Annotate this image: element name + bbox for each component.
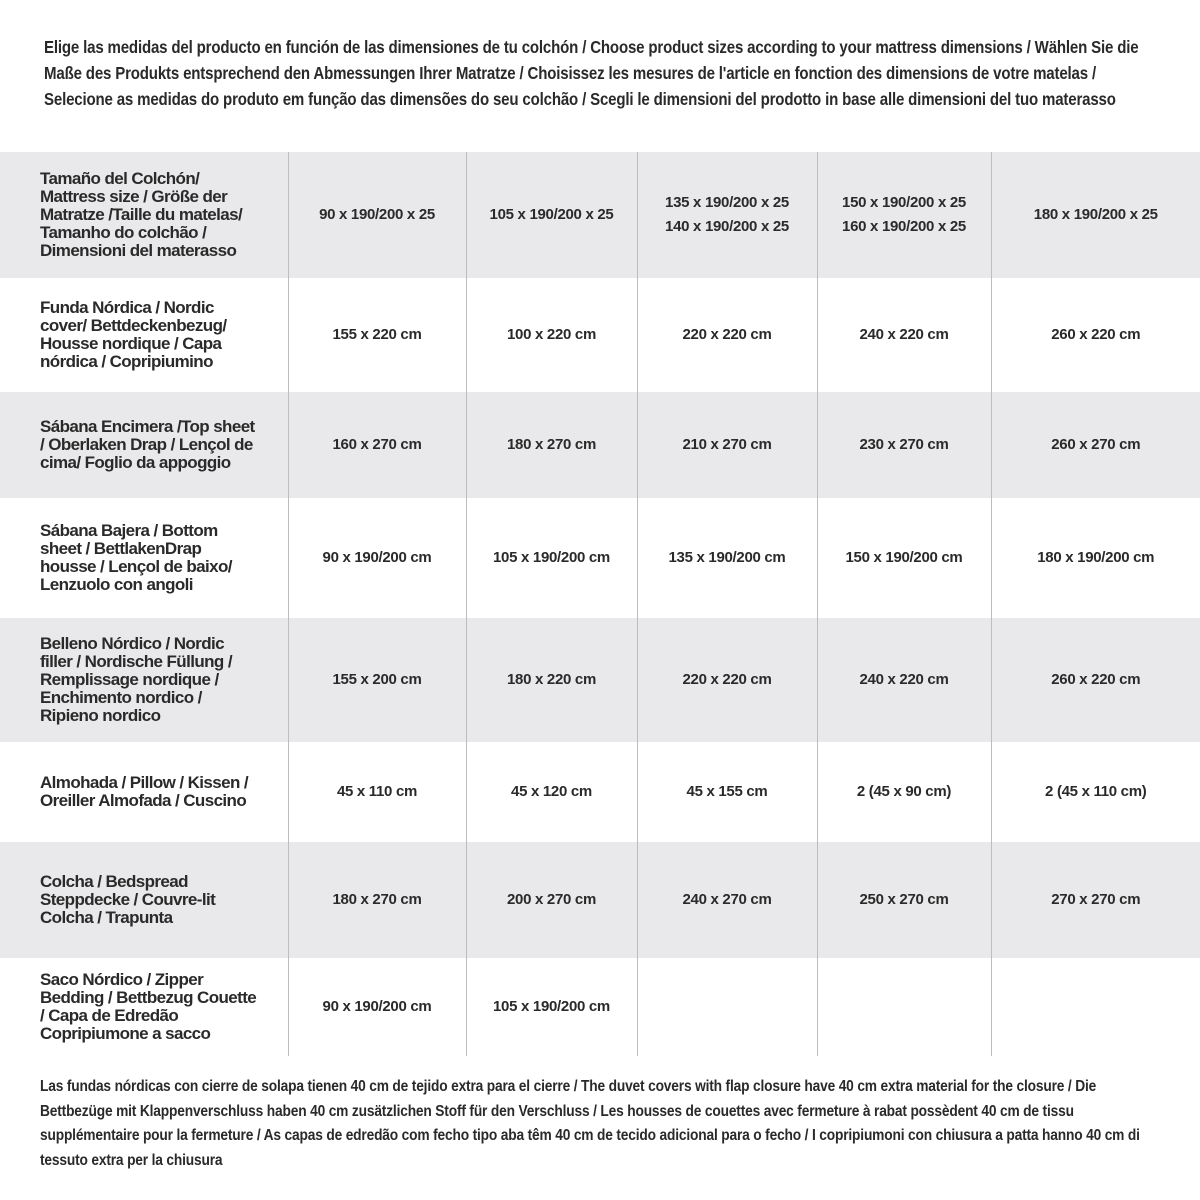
size-cell: 150 x 190/200 cm [816,498,991,618]
size-cell: 260 x 270 cm [990,392,1200,498]
row-label: Sábana Bajera / Bottom sheet / Bettlaken… [40,521,232,594]
size-cell: 240 x 220 cm [816,618,991,742]
size-cell: 180 x 190/200 x 25 [990,152,1200,278]
size-cell: 90 x 190/200 cm [287,498,466,618]
size-cell: 45 x 120 cm [465,742,637,842]
size-cell: 45 x 110 cm [287,742,466,842]
size-cell: 135 x 190/200 x 25 140 x 190/200 x 25 [636,152,817,278]
size-cell: 250 x 270 cm [816,842,991,958]
size-cell [990,958,1200,1056]
table-row: Tamaño del Colchón/ Mattress size / Größ… [0,152,1200,278]
table-row: Sábana Encimera /Top sheet / Oberlaken D… [0,392,1200,498]
size-cell: 180 x 190/200 cm [990,498,1200,618]
row-label: Almohada / Pillow / Kissen / Oreiller Al… [40,773,249,810]
table-row: Sábana Bajera / Bottom sheet / Bettlaken… [0,498,1200,618]
size-cell: 105 x 190/200 x 25 [465,152,637,278]
row-label: Colcha / Bedspread Steppdecke / Couvre-l… [40,872,216,927]
size-cell: 160 x 270 cm [287,392,466,498]
size-cell: 220 x 220 cm [636,618,817,742]
table-row: Almohada / Pillow / Kissen / Oreiller Al… [0,742,1200,842]
size-cell: 180 x 270 cm [465,392,637,498]
size-cell: 220 x 220 cm [636,278,817,392]
size-cell: 240 x 220 cm [816,278,991,392]
size-cell: 90 x 190/200 cm [287,958,466,1056]
row-label: Saco Nórdico / Zipper Bedding / Bettbezu… [40,970,257,1043]
table-row: Saco Nórdico / Zipper Bedding / Bettbezu… [0,958,1200,1056]
size-cell: 2 (45 x 90 cm) [816,742,991,842]
size-cell: 2 (45 x 110 cm) [990,742,1200,842]
row-label: Funda Nórdica / Nordic cover/ Bettdecken… [40,298,227,371]
size-cell: 100 x 220 cm [465,278,637,392]
size-cell: 155 x 200 cm [287,618,466,742]
size-cell: 270 x 270 cm [990,842,1200,958]
size-cell: 155 x 220 cm [287,278,466,392]
intro-text: Elige las medidas del producto en funció… [44,37,1139,109]
size-cell: 90 x 190/200 x 25 [287,152,466,278]
table-row: Funda Nórdica / Nordic cover/ Bettdecken… [0,278,1200,392]
size-cell [816,958,991,1056]
size-cell: 260 x 220 cm [990,278,1200,392]
size-cell: 105 x 190/200 cm [465,498,637,618]
table-row: Colcha / Bedspread Steppdecke / Couvre-l… [0,842,1200,958]
row-label: Belleno Nórdico / Nordic filler / Nordis… [40,634,233,725]
size-cell: 230 x 270 cm [816,392,991,498]
size-cell [636,958,817,1056]
size-cell: 210 x 270 cm [636,392,817,498]
table-row: Belleno Nórdico / Nordic filler / Nordis… [0,618,1200,742]
size-cell: 105 x 190/200 cm [465,958,637,1056]
row-label: Tamaño del Colchón/ Mattress size / Größ… [40,169,243,260]
size-cell: 45 x 155 cm [636,742,817,842]
size-cell: 150 x 190/200 x 25 160 x 190/200 x 25 [816,152,991,278]
size-cell: 135 x 190/200 cm [636,498,817,618]
row-label: Sábana Encimera /Top sheet / Oberlaken D… [40,417,255,472]
size-cell: 180 x 220 cm [465,618,637,742]
size-cell: 260 x 220 cm [990,618,1200,742]
footnote: Las fundas nórdicas con cierre de solapa… [40,1078,1140,1169]
size-table: Tamaño del Colchón/ Mattress size / Größ… [0,152,1200,1056]
size-cell: 200 x 270 cm [465,842,637,958]
size-cell: 180 x 270 cm [287,842,466,958]
size-cell: 240 x 270 cm [636,842,817,958]
